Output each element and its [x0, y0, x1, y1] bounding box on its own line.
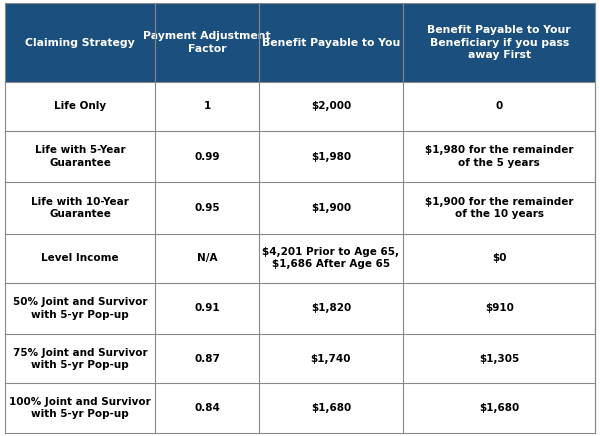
- Text: 75% Joint and Survivor
with 5-yr Pop-up: 75% Joint and Survivor with 5-yr Pop-up: [13, 347, 148, 370]
- Text: $910: $910: [485, 303, 514, 313]
- Bar: [259, 82, 403, 131]
- Text: Payment Adjustment
Factor: Payment Adjustment Factor: [143, 31, 271, 54]
- Bar: [5, 182, 155, 234]
- Text: 0.84: 0.84: [194, 403, 220, 413]
- Text: $1,820: $1,820: [311, 303, 351, 313]
- Bar: [155, 182, 259, 234]
- Text: $4,201 Prior to Age 65,
$1,686 After Age 65: $4,201 Prior to Age 65, $1,686 After Age…: [262, 247, 400, 269]
- Bar: [259, 131, 403, 182]
- Text: 0.95: 0.95: [194, 203, 220, 213]
- Text: Life with 5-Year
Guarantee: Life with 5-Year Guarantee: [35, 145, 125, 168]
- Bar: [403, 383, 595, 433]
- Text: 1: 1: [203, 101, 211, 111]
- Text: $1,680: $1,680: [479, 403, 520, 413]
- Text: $1,980 for the remainder
of the 5 years: $1,980 for the remainder of the 5 years: [425, 145, 574, 168]
- Text: 0.99: 0.99: [194, 152, 220, 162]
- Text: 0.87: 0.87: [194, 354, 220, 364]
- Bar: [403, 283, 595, 334]
- Bar: [5, 334, 155, 383]
- Text: $0: $0: [492, 253, 506, 263]
- Text: $1,980: $1,980: [311, 152, 351, 162]
- Bar: [259, 234, 403, 283]
- Bar: [259, 182, 403, 234]
- Bar: [155, 334, 259, 383]
- Bar: [155, 3, 259, 82]
- Bar: [403, 131, 595, 182]
- Text: $1,900: $1,900: [311, 203, 351, 213]
- Text: 0.91: 0.91: [194, 303, 220, 313]
- Bar: [403, 182, 595, 234]
- Bar: [259, 283, 403, 334]
- Text: Life Only: Life Only: [54, 101, 106, 111]
- Text: $1,305: $1,305: [479, 354, 520, 364]
- Text: 0: 0: [496, 101, 503, 111]
- Bar: [403, 334, 595, 383]
- Bar: [155, 82, 259, 131]
- Bar: [5, 234, 155, 283]
- Bar: [155, 131, 259, 182]
- Bar: [155, 234, 259, 283]
- Bar: [155, 283, 259, 334]
- Text: 100% Joint and Survivor
with 5-yr Pop-up: 100% Joint and Survivor with 5-yr Pop-up: [9, 397, 151, 419]
- Bar: [5, 3, 155, 82]
- Text: 50% Joint and Survivor
with 5-yr Pop-up: 50% Joint and Survivor with 5-yr Pop-up: [13, 297, 148, 320]
- Bar: [259, 383, 403, 433]
- Bar: [403, 82, 595, 131]
- Text: $1,740: $1,740: [311, 354, 351, 364]
- Text: Benefit Payable to Your
Beneficiary if you pass
away First: Benefit Payable to Your Beneficiary if y…: [427, 25, 571, 60]
- Text: Claiming Strategy: Claiming Strategy: [25, 37, 135, 48]
- Text: $1,900 for the remainder
of the 10 years: $1,900 for the remainder of the 10 years: [425, 197, 574, 219]
- Bar: [259, 334, 403, 383]
- Text: $1,680: $1,680: [311, 403, 351, 413]
- Text: Benefit Payable to You: Benefit Payable to You: [262, 37, 400, 48]
- Bar: [5, 383, 155, 433]
- Bar: [155, 383, 259, 433]
- Bar: [5, 82, 155, 131]
- Bar: [259, 3, 403, 82]
- Text: $2,000: $2,000: [311, 101, 351, 111]
- Text: N/A: N/A: [197, 253, 217, 263]
- Bar: [403, 234, 595, 283]
- Text: Life with 10-Year
Guarantee: Life with 10-Year Guarantee: [31, 197, 129, 219]
- Text: Level Income: Level Income: [41, 253, 119, 263]
- Bar: [5, 283, 155, 334]
- Bar: [5, 131, 155, 182]
- Bar: [403, 3, 595, 82]
